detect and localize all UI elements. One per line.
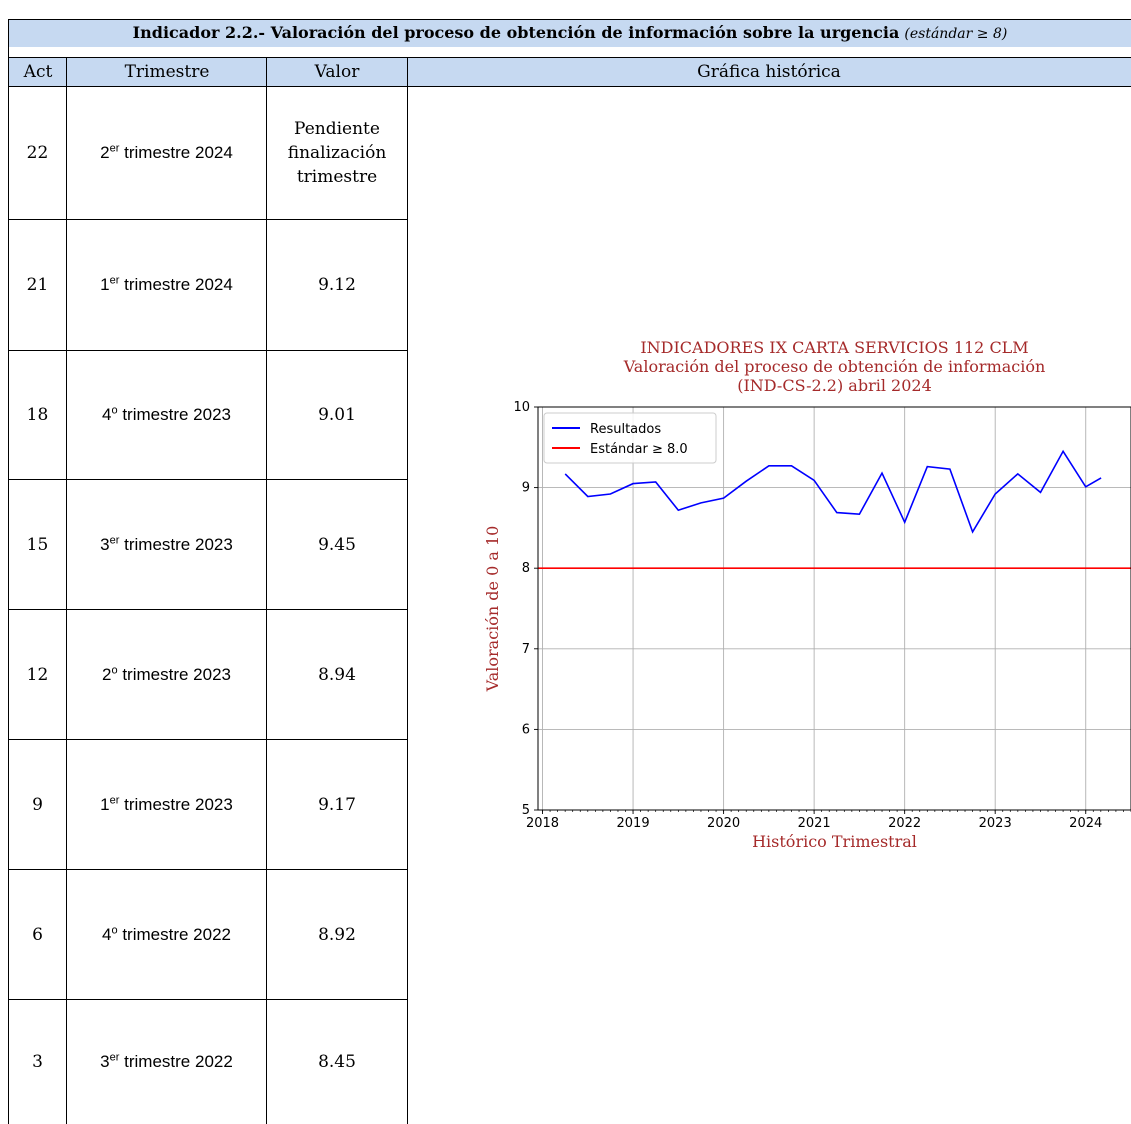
- y-axis-label: Valoración de 0 a 10: [483, 526, 502, 693]
- col-header-trimestre: Trimestre: [124, 61, 210, 82]
- row-trimestre: 3er trimestre 2022: [100, 1051, 233, 1071]
- row-valor: 9.12: [318, 275, 356, 295]
- legend-label: Estándar ≥ 8.0: [590, 442, 688, 457]
- table-border: [8, 19, 9, 1124]
- chart-legend: Resultados Estándar ≥ 8.0: [543, 412, 717, 464]
- chart-title-line: INDICADORES IX CARTA SERVICIOS 112 CLM: [640, 338, 1028, 357]
- x-tick-label: 2018: [526, 816, 559, 831]
- x-axis-label: Histórico Trimestral: [752, 832, 917, 851]
- y-tick-label: 5: [522, 803, 530, 818]
- indicator-standard: (estándar ≥ 8): [904, 25, 1008, 42]
- x-tick-label: 2022: [888, 816, 921, 831]
- y-tick-label: 10: [513, 400, 530, 415]
- row-trimestre: 3er trimestre 2023: [100, 533, 233, 554]
- column-divider: [66, 57, 67, 1124]
- row-divider: [8, 479, 408, 480]
- title-row-bg: [9, 19, 1131, 47]
- indicator-title: Indicador 2.2.- Valoración del proceso d…: [9, 19, 1131, 47]
- row-valor: 8.94: [318, 664, 356, 685]
- row-trimestre: 1er trimestre 2023: [100, 793, 233, 814]
- row-act: 6: [32, 924, 43, 945]
- column-divider: [266, 57, 267, 1124]
- row-act: 3: [32, 1052, 43, 1072]
- row-trimestre: 4o trimestre 2023: [102, 404, 231, 424]
- row-act: 18: [26, 405, 49, 425]
- row-act: 21: [26, 275, 49, 295]
- chart-axes: [537, 406, 1131, 811]
- series-line: [564, 449, 1102, 534]
- y-tick-label: 8: [522, 561, 530, 576]
- row-valor: 8.45: [318, 1052, 356, 1072]
- row-act: 12: [26, 664, 49, 685]
- column-divider: [407, 57, 408, 1124]
- row-act: 9: [32, 794, 43, 815]
- legend-box: [543, 412, 717, 464]
- table-border: [8, 86, 1131, 87]
- col-header-act: Act: [23, 61, 53, 82]
- row-divider: [8, 350, 408, 351]
- y-tick-label: 7: [522, 642, 530, 657]
- indicator-title-main: Indicador 2.2.- Valoración del proceso d…: [132, 22, 900, 42]
- chart-ticks: 2018 2019 2020 2021 2022 2023 2024 5 6 7 8 9 10: [513, 400, 1131, 831]
- y-tick-label: 6: [522, 722, 530, 737]
- row-valor: 9.45: [318, 534, 356, 555]
- row-divider: [8, 999, 408, 1000]
- row-act: 15: [26, 534, 49, 555]
- table-border: [8, 57, 1131, 58]
- chart-titles: INDICADORES IX CARTA SERVICIOS 112 CLMVa…: [483, 338, 1045, 851]
- col-header-valor: Valor: [314, 61, 360, 82]
- row-trimestre: 1er trimestre 2024: [100, 274, 233, 294]
- chart-series: [538, 449, 1131, 569]
- row-divider: [8, 609, 408, 610]
- column-header-bg: [9, 57, 1131, 86]
- row-act: 22: [26, 143, 49, 163]
- row-valor: Pendiente finalización trimestre: [287, 119, 387, 187]
- row-trimestre: 2er trimestre 2024: [100, 142, 233, 162]
- plot-frame: [537, 406, 1131, 811]
- y-tick-label: 9: [522, 481, 530, 496]
- row-divider: [8, 219, 408, 220]
- legend-label: Resultados: [590, 422, 661, 437]
- col-header-grafica: Gráfica histórica: [697, 61, 841, 82]
- row-trimestre: 2o trimestre 2023: [102, 663, 231, 684]
- row-valor: 9.17: [318, 794, 356, 815]
- x-tick-label: 2024: [1069, 816, 1102, 831]
- row-divider: [8, 739, 408, 740]
- x-tick-label: 2020: [707, 816, 740, 831]
- row-divider: [8, 869, 408, 870]
- chart-title-line: Valoración del proceso de obtención de i…: [623, 357, 1046, 376]
- row-valor: 8.92: [318, 924, 356, 945]
- chart-grid: [538, 406, 1131, 811]
- historical-chart: 2018 2019 2020 2021 2022 2023 2024 5 6 7 8 9 10 INDI…: [483, 338, 1131, 851]
- x-tick-label: 2021: [798, 816, 831, 831]
- table-border: [8, 19, 1131, 20]
- row-valor: 9.01: [318, 405, 356, 425]
- row-trimestre: 4o trimestre 2022: [102, 923, 231, 944]
- x-tick-label: 2023: [979, 816, 1012, 831]
- chart-title-line: (IND-CS-2.2) abril 2024: [737, 376, 932, 395]
- x-tick-label: 2019: [617, 816, 650, 831]
